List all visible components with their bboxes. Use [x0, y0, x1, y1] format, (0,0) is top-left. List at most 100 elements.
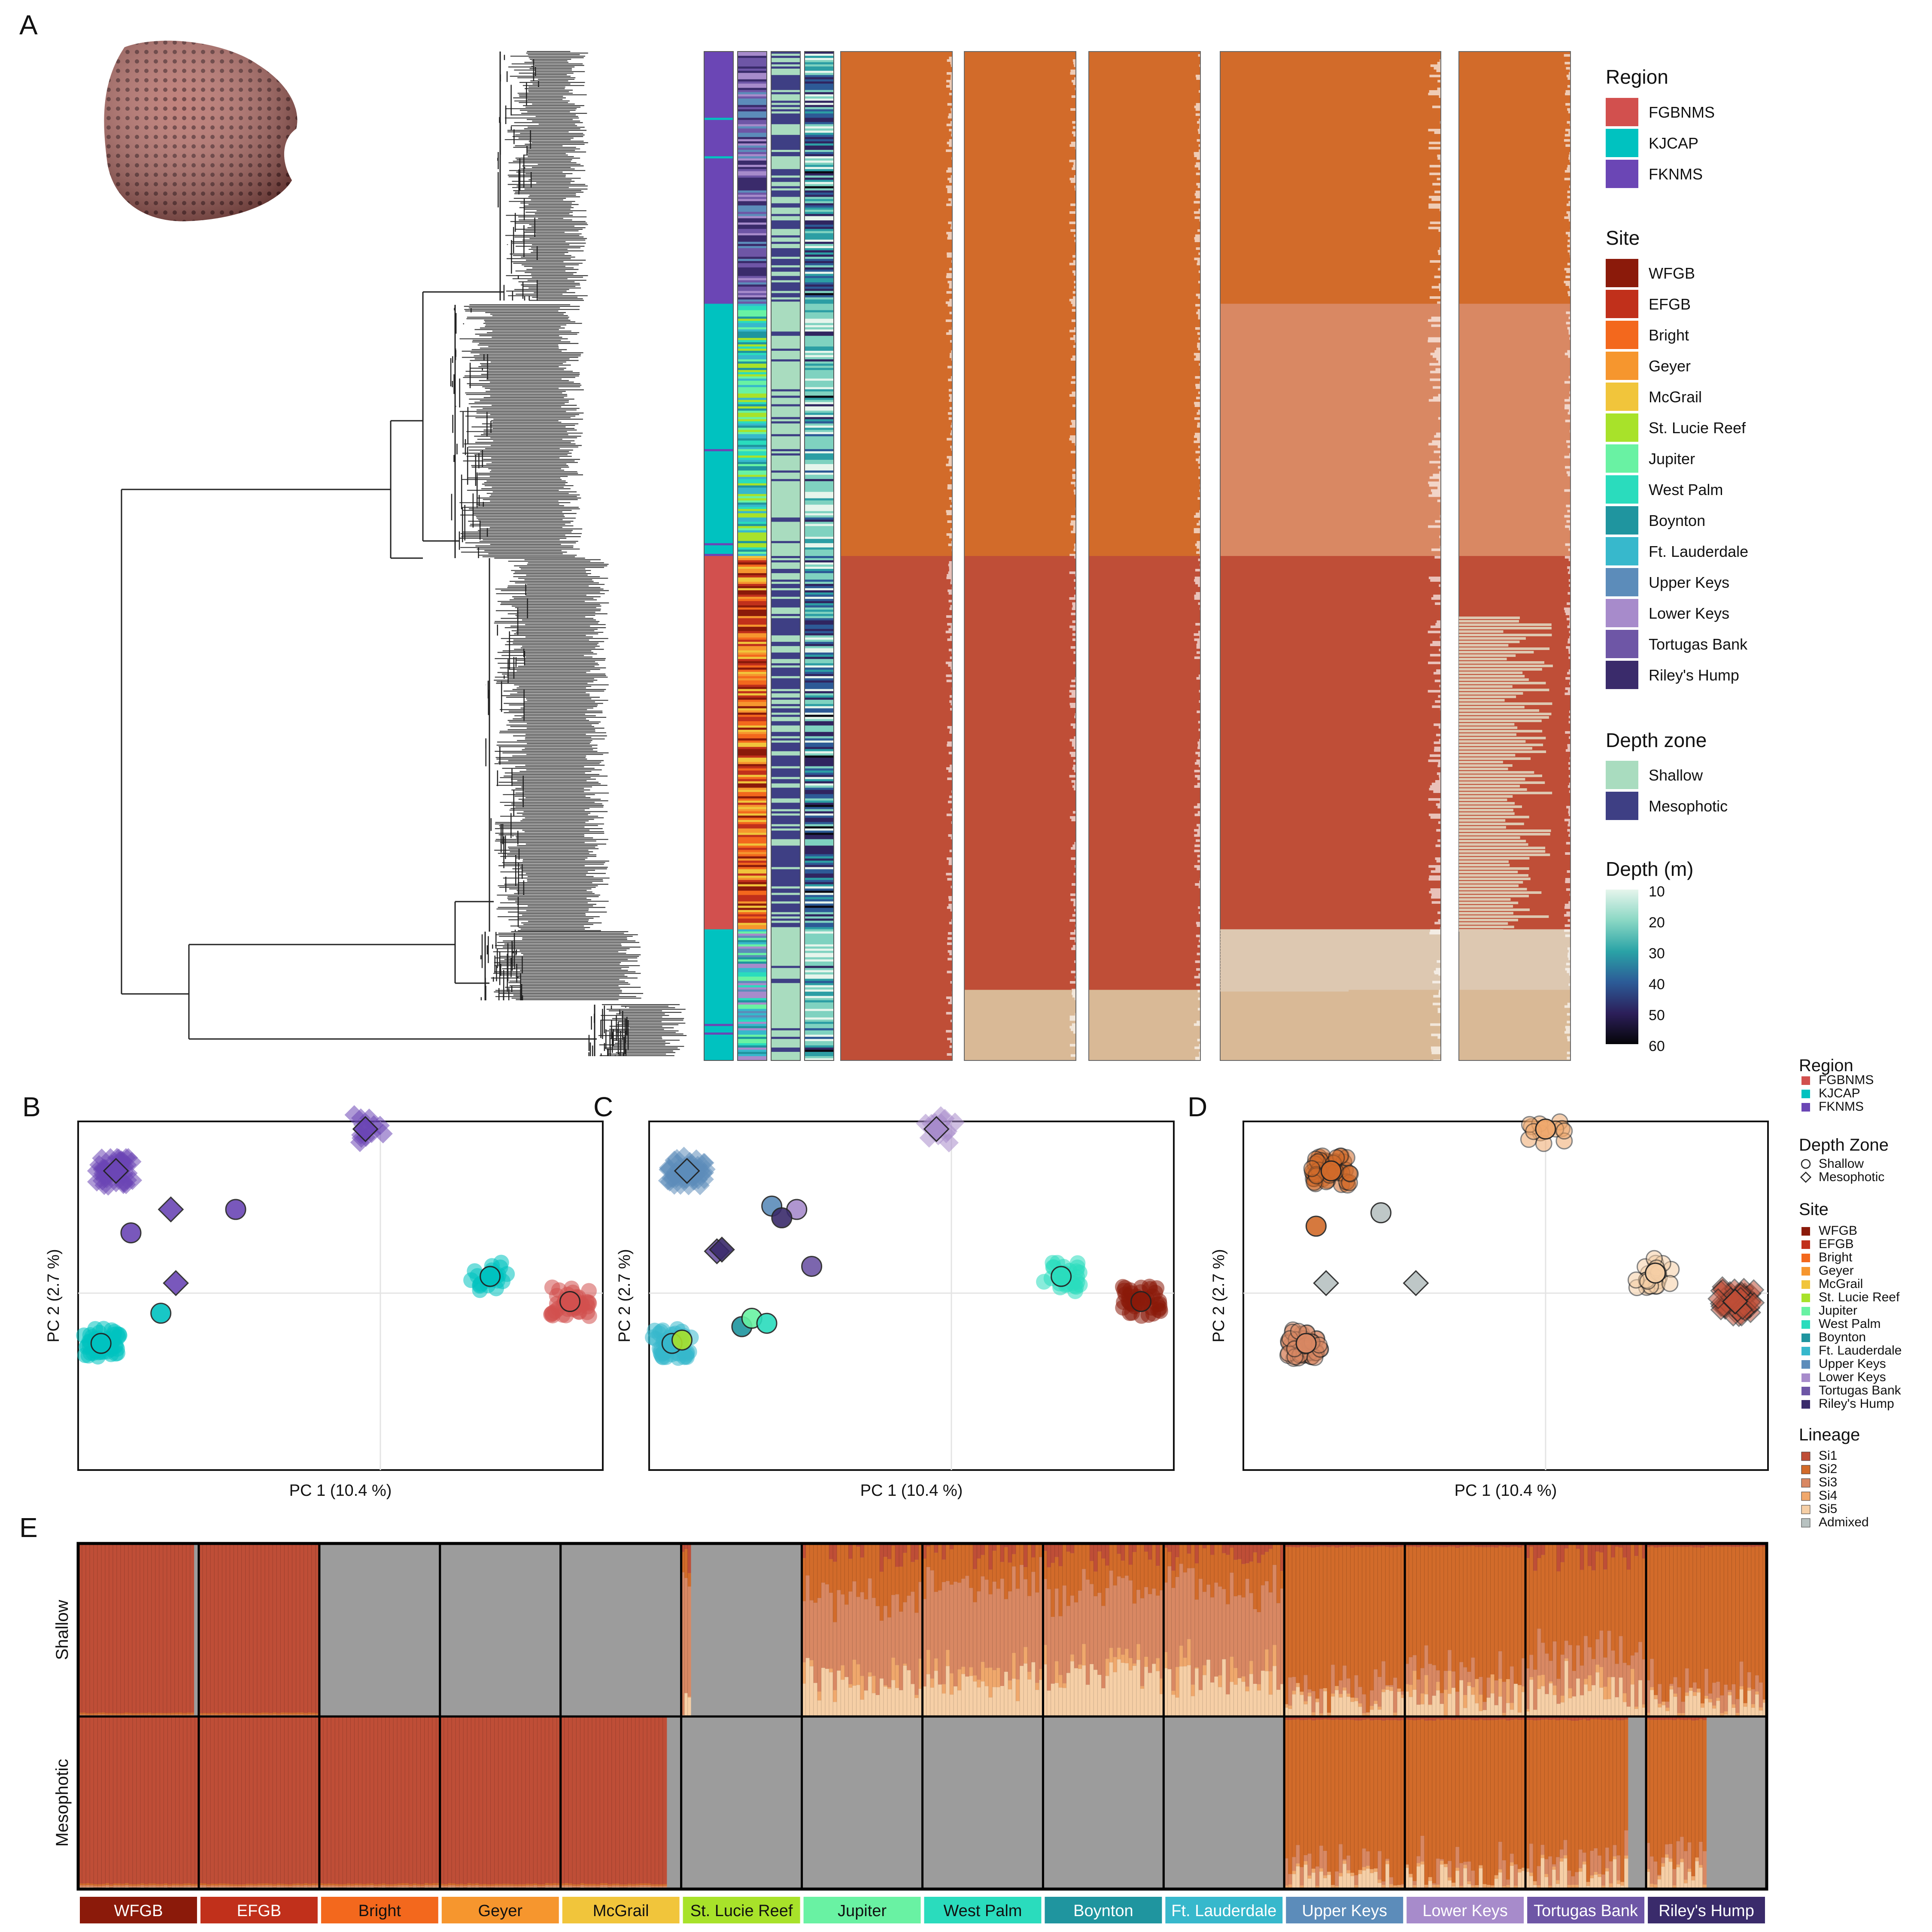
structure-bar: [825, 1584, 829, 1669]
legend-swatch: [1606, 475, 1638, 504]
depth-zone-cell: [771, 622, 800, 625]
site-cell: [738, 882, 767, 885]
region-cell: [704, 757, 733, 760]
admix-edge: [1564, 1005, 1571, 1008]
structure-bar: [817, 1598, 822, 1692]
region-cell: [704, 306, 733, 309]
admix-edge: [1071, 531, 1076, 533]
region-cell: [704, 854, 733, 857]
admix-cream-bar: [1459, 781, 1545, 784]
admix-edge: [946, 1030, 952, 1033]
region-cell: [704, 449, 733, 452]
side-legend-swatch: [1801, 1307, 1810, 1315]
site-cell: [738, 479, 767, 482]
legend-swatch: [1606, 661, 1638, 689]
site-cell: [738, 734, 767, 737]
depth-cell: [805, 1021, 834, 1024]
site-cell: [738, 378, 767, 381]
admix-edge: [1428, 340, 1441, 343]
depth-zone-cell: [771, 68, 800, 71]
depth-zone-cell: [771, 404, 800, 407]
side-legend-label: Bright: [1819, 1250, 1853, 1264]
region-cell: [704, 325, 733, 328]
admix-edge: [1431, 783, 1441, 785]
region-cell: [704, 368, 733, 371]
admix-edge: [1197, 711, 1200, 713]
region-track-frame: [704, 51, 734, 1061]
structure-bar: [848, 1684, 853, 1688]
admix-edge: [1074, 579, 1076, 582]
depth-zone-cell: [771, 530, 800, 533]
admix-edge: [1196, 646, 1200, 649]
admix-edge: [1070, 451, 1076, 453]
admix-cream-bar: [1459, 884, 1519, 887]
pca-frame: [648, 1121, 1175, 1471]
admix-edge: [1437, 62, 1441, 64]
region-cell: [704, 109, 733, 112]
depth-zone-cell: [771, 143, 800, 146]
depth-zone-cell: [771, 462, 800, 465]
site-cell: [738, 852, 767, 855]
depth-cell: [805, 500, 834, 503]
depth-cell: [805, 453, 834, 456]
admix-edge: [1565, 466, 1571, 469]
depth-zone-cell: [771, 120, 800, 122]
panel-label-c: C: [593, 1091, 613, 1122]
structure-bar: [687, 1586, 691, 1697]
structure-bar: [829, 1668, 833, 1673]
structure-bar: [687, 1543, 691, 1573]
depth-zone-cell: [771, 856, 800, 859]
admix-edge: [1070, 723, 1076, 726]
side-legend-shape: [1800, 1171, 1812, 1183]
depth-zone-cell: [771, 1041, 800, 1044]
depth-cell: [805, 100, 834, 103]
depth-cell: [805, 770, 834, 773]
admix-edge: [1566, 75, 1571, 77]
depth-zone-cell: [771, 832, 800, 835]
admix-edge: [1440, 636, 1441, 638]
depth-cell: [805, 212, 834, 214]
site-cell: [738, 1041, 767, 1044]
depth-zone-cell: [771, 449, 800, 452]
region-cell: [704, 282, 733, 285]
depth-zone-cell: [771, 592, 800, 595]
depth-cell: [805, 276, 834, 279]
site-cell: [738, 895, 767, 898]
admix-edge: [1074, 175, 1076, 178]
admix-cream-bar: [1459, 809, 1513, 811]
depth-zone-cell: [771, 644, 800, 647]
site-cell: [738, 575, 767, 578]
admix-edge: [1434, 922, 1441, 924]
depth-zone-cell: [771, 459, 800, 462]
admix-edge: [1567, 747, 1571, 749]
structure-bar: [120, 1543, 125, 1713]
admix-edge: [1074, 770, 1076, 772]
site-cell: [738, 858, 767, 861]
admix-edge: [1437, 772, 1441, 775]
site-cell: [738, 708, 767, 711]
admix-edge: [947, 255, 952, 258]
admix-edge: [1070, 646, 1076, 649]
depth-cell: [805, 90, 834, 93]
depth-cell: [805, 301, 834, 304]
admix-edge: [1567, 1051, 1571, 1054]
depth-cell: [805, 1058, 834, 1061]
site-cell: [738, 496, 767, 499]
admix-edge: [947, 191, 952, 193]
depth-cell: [805, 338, 834, 340]
admix-edge: [948, 417, 952, 420]
region-cell: [704, 107, 733, 110]
site-cell: [738, 284, 767, 287]
depth-cell: [805, 734, 834, 737]
structure-bar: [872, 1676, 876, 1693]
admix-edge: [1568, 656, 1571, 659]
admix-edge: [1199, 1044, 1200, 1047]
pca-cluster-centroid: [90, 1333, 112, 1354]
depth-zone-cell: [771, 146, 800, 148]
site-cell: [738, 641, 767, 644]
depth-cell: [805, 985, 834, 988]
depth-cell: [805, 229, 834, 231]
admix-edge: [1568, 950, 1571, 953]
depth-zone-cell: [771, 137, 800, 140]
admix-edge: [946, 149, 952, 152]
